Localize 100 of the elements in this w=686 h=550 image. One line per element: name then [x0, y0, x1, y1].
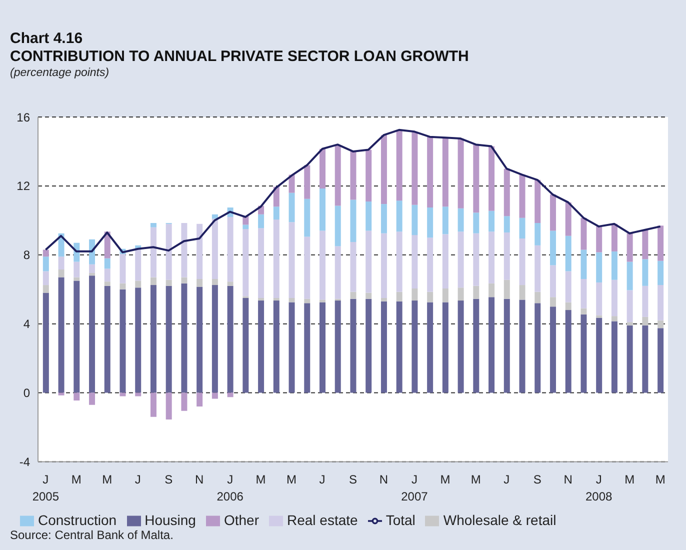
- bar: [642, 286, 648, 317]
- bar: [473, 144, 480, 213]
- bar: [580, 314, 587, 393]
- bar: [273, 300, 280, 393]
- bar: [427, 136, 434, 208]
- bar: [150, 227, 156, 278]
- bar: [196, 224, 203, 280]
- bar: [488, 283, 495, 298]
- y-tick-label: 8: [23, 248, 30, 262]
- bar: [488, 232, 495, 284]
- bar: [288, 192, 295, 222]
- bar: [626, 233, 633, 262]
- x-tick-label: S: [348, 472, 358, 487]
- bar: [135, 250, 142, 281]
- bar: [212, 218, 218, 280]
- bar: [350, 200, 356, 242]
- bar: [396, 301, 402, 393]
- legend-label: Other: [224, 512, 259, 528]
- bar: [458, 300, 464, 393]
- bar: [550, 194, 556, 231]
- bar: [580, 279, 587, 308]
- x-tick-label: M: [655, 472, 666, 487]
- bar: [596, 315, 602, 318]
- bar: [442, 288, 448, 302]
- bar: [320, 300, 326, 302]
- bar: [473, 233, 480, 286]
- bar: [227, 216, 234, 282]
- bar: [104, 282, 110, 286]
- x-tick-label: J: [319, 472, 326, 487]
- bar: [350, 151, 356, 200]
- bar: [442, 138, 448, 207]
- bar: [181, 222, 188, 278]
- bar: [427, 302, 434, 393]
- bar: [366, 230, 372, 293]
- x-tick-label: J 2006: [216, 472, 244, 504]
- bar: [519, 218, 526, 239]
- bar: [89, 272, 96, 276]
- bar: [396, 292, 402, 302]
- x-tick-label: J: [504, 472, 510, 487]
- bar: [366, 298, 372, 393]
- bar: [42, 285, 49, 293]
- line-series: [44, 128, 662, 254]
- bar: [412, 132, 418, 205]
- bar: [258, 228, 264, 298]
- bar: [227, 286, 234, 393]
- bar: [166, 392, 172, 420]
- bar: [320, 148, 326, 189]
- bar: [580, 218, 587, 250]
- x-tick-label: M: [440, 472, 450, 487]
- bar: [642, 326, 648, 393]
- bar: [181, 283, 188, 393]
- x-tick-label: J: [134, 472, 141, 487]
- bar: [565, 310, 572, 393]
- bar: [504, 280, 510, 299]
- bar: [380, 204, 387, 234]
- bar: [396, 232, 402, 292]
- bar: [166, 224, 172, 280]
- bar: [642, 316, 648, 326]
- bar: [611, 280, 618, 316]
- bar: [58, 256, 64, 270]
- bar: [488, 210, 495, 232]
- bar: [273, 206, 280, 220]
- bar: [519, 238, 526, 286]
- bar: [104, 286, 110, 393]
- bar: [412, 235, 418, 288]
- bar: [350, 292, 356, 299]
- source-note: Source: Central Bank of Malta.: [10, 528, 174, 542]
- bar: [242, 224, 249, 230]
- bar: [611, 316, 618, 322]
- bar: [42, 256, 49, 272]
- bar: [242, 229, 249, 296]
- bar: [334, 206, 341, 246]
- bar: [135, 288, 142, 393]
- bar: [519, 174, 526, 218]
- bar: [120, 289, 126, 393]
- bar: [642, 259, 648, 286]
- bar: [626, 290, 633, 322]
- x-tick-label: M: [102, 472, 112, 487]
- bar: [534, 292, 541, 304]
- legend-label: Wholesale & retail: [443, 512, 556, 528]
- x-tick-label: N: [195, 472, 204, 487]
- bar: [288, 174, 295, 193]
- y-tick-label: 0: [23, 386, 30, 400]
- bar: [258, 214, 264, 228]
- bar: [150, 392, 156, 417]
- bar: [181, 392, 188, 411]
- bar: [427, 238, 434, 292]
- bar: [412, 204, 418, 236]
- legend-label: Construction: [38, 512, 117, 528]
- bar: [626, 326, 633, 393]
- x-tick-label: S: [533, 472, 542, 487]
- x-tick-label: N: [379, 472, 388, 487]
- bar: [74, 262, 80, 278]
- x-tick-label: J 2005: [32, 472, 60, 504]
- x-tick-label: J 2008: [586, 472, 613, 504]
- bar: [89, 264, 96, 273]
- bar: [212, 279, 218, 286]
- bar: [611, 251, 618, 280]
- y-tick-label: -4: [19, 454, 30, 469]
- bar: [196, 392, 203, 407]
